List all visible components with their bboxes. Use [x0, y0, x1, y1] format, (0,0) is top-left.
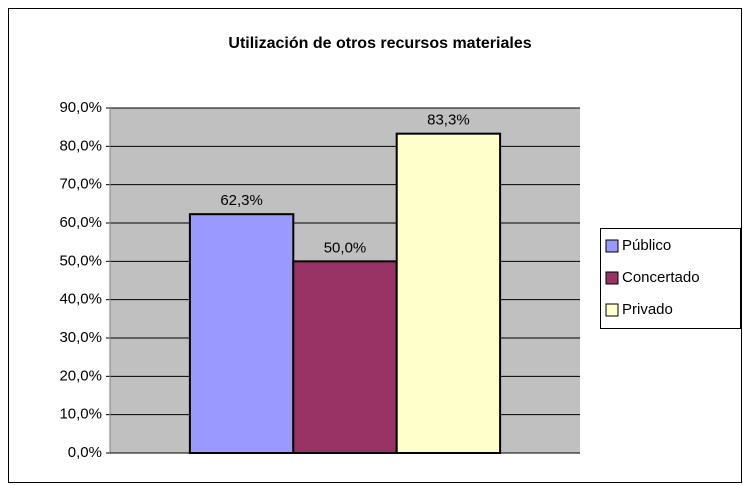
y-tick-label: 50,0%: [59, 252, 102, 269]
y-tick-label: 40,0%: [59, 291, 102, 308]
y-tick-label: 70,0%: [59, 176, 102, 193]
legend-label: Público: [622, 237, 671, 254]
y-tick-label: 90,0%: [59, 99, 102, 116]
y-tick-label: 80,0%: [59, 137, 102, 154]
y-tick-label: 20,0%: [59, 367, 102, 384]
y-tick-label: 60,0%: [59, 214, 102, 231]
bar: [292, 260, 398, 455]
bar: [188, 213, 295, 454]
data-label: 62,3%: [220, 192, 263, 209]
legend-swatch: [605, 239, 619, 253]
legend-swatch: [605, 271, 619, 285]
chart-title: Utilización de otros recursos materiales: [228, 35, 531, 52]
legend-label: Privado: [622, 301, 673, 318]
data-label: 50,0%: [324, 239, 367, 256]
legend-box: [600, 228, 741, 329]
y-tick-label: 0,0%: [68, 444, 102, 461]
data-label: 83,3%: [427, 112, 470, 129]
y-tick-label: 30,0%: [59, 329, 102, 346]
bar: [395, 132, 502, 455]
legend-swatch: [605, 303, 619, 317]
legend-label: Concertado: [622, 269, 700, 286]
y-tick-label: 10,0%: [59, 406, 102, 423]
